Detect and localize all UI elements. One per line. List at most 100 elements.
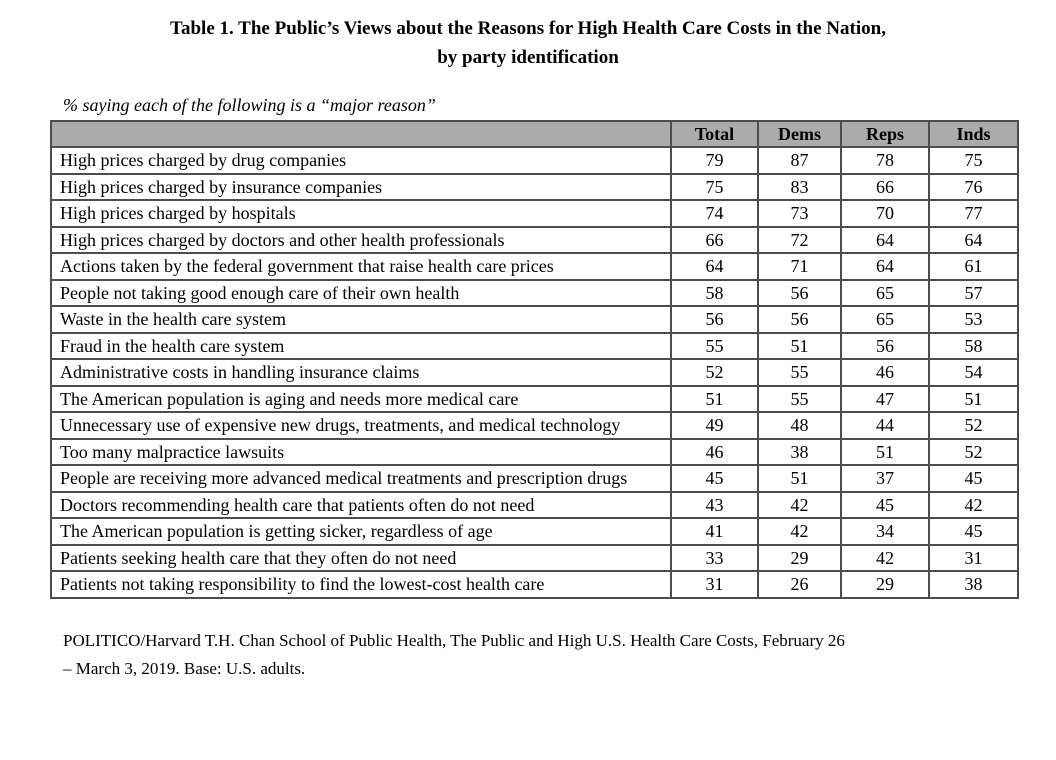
row-label: High prices charged by insurance compani…	[50, 172, 672, 202]
source-note-line1: POLITICO/Harvard T.H. Chan School of Pub…	[63, 630, 845, 650]
cell-value: 45	[840, 490, 930, 520]
row-label: Patients seeking health care that they o…	[50, 543, 672, 573]
column-header-blank	[50, 119, 672, 149]
cell-value: 75	[670, 172, 759, 202]
table-row: Too many malpractice lawsuits 46 38 51 52	[50, 437, 1019, 467]
row-label: Waste in the health care system	[50, 305, 672, 334]
cell-value: 73	[757, 199, 842, 228]
column-header-dems: Dems	[757, 119, 842, 149]
cell-value: 45	[928, 464, 1019, 493]
row-label: The American population is getting sicke…	[50, 517, 672, 546]
row-label: Actions taken by the federal government …	[50, 252, 672, 281]
cell-value: 58	[928, 331, 1019, 361]
table-row: High prices charged by drug companies 79 8…	[50, 146, 1019, 175]
source-note-line2: – March 3, 2019. Base: U.S. adults.	[63, 658, 306, 678]
cell-value: 79	[670, 146, 759, 175]
cell-value: 51	[757, 331, 842, 361]
table-row: High prices charged by insurance compani…	[50, 172, 1019, 202]
cell-value: 44	[840, 411, 930, 440]
column-header-inds: Inds	[928, 119, 1019, 149]
cell-value: 43	[670, 490, 759, 520]
cell-value: 55	[757, 384, 842, 414]
cell-value: 48	[757, 411, 842, 440]
cell-value: 42	[928, 490, 1019, 520]
cell-value: 52	[670, 358, 759, 387]
row-label: People are receiving more advanced medic…	[50, 464, 672, 493]
row-label: High prices charged by hospitals	[50, 199, 672, 228]
cell-value: 52	[928, 411, 1019, 440]
cell-value: 29	[757, 543, 842, 573]
table-title: Table 1. The Public’s Views about the Re…	[0, 0, 1056, 73]
table-row: People not taking good enough care of th…	[50, 278, 1019, 308]
row-label: Patients not taking responsibility to fi…	[50, 570, 672, 599]
table-row: The American population is getting sicke…	[50, 517, 1019, 546]
column-header-reps: Reps	[840, 119, 930, 149]
cell-value: 56	[757, 305, 842, 334]
cell-value: 64	[670, 252, 759, 281]
table-row: People are receiving more advanced medic…	[50, 464, 1019, 493]
cell-value: 55	[757, 358, 842, 387]
table-header: Total Dems Reps Inds	[50, 119, 1019, 149]
table-row: Fraud in the health care system 55 51 56 58	[50, 331, 1019, 361]
cell-value: 46	[670, 437, 759, 467]
cell-value: 66	[670, 225, 759, 255]
cell-value: 64	[840, 252, 930, 281]
cell-value: 87	[757, 146, 842, 175]
data-table: Total Dems Reps Inds High prices charged…	[50, 119, 1019, 599]
cell-value: 45	[670, 464, 759, 493]
table-title-line1: Table 1. The Public’s Views about the Re…	[170, 18, 886, 39]
cell-value: 52	[928, 437, 1019, 467]
cell-value: 45	[928, 517, 1019, 546]
cell-value: 65	[840, 278, 930, 308]
row-label: Doctors recommending health care that pa…	[50, 490, 672, 520]
table-row: Unnecessary use of expensive new drugs, …	[50, 411, 1019, 440]
cell-value: 53	[928, 305, 1019, 334]
cell-value: 51	[928, 384, 1019, 414]
cell-value: 56	[757, 278, 842, 308]
cell-value: 64	[840, 225, 930, 255]
row-label: Fraud in the health care system	[50, 331, 672, 361]
table-row: High prices charged by hospitals 74 73 70 77	[50, 199, 1019, 228]
cell-value: 29	[840, 570, 930, 599]
row-label: Unnecessary use of expensive new drugs, …	[50, 411, 672, 440]
cell-value: 46	[840, 358, 930, 387]
table-row: Doctors recommending health care that pa…	[50, 490, 1019, 520]
cell-value: 57	[928, 278, 1019, 308]
cell-value: 61	[928, 252, 1019, 281]
cell-value: 64	[928, 225, 1019, 255]
row-label: Administrative costs in handling insuran…	[50, 358, 672, 387]
cell-value: 66	[840, 172, 930, 202]
cell-value: 42	[757, 490, 842, 520]
cell-value: 74	[670, 199, 759, 228]
cell-value: 70	[840, 199, 930, 228]
table-row: Actions taken by the federal government …	[50, 252, 1019, 281]
cell-value: 37	[840, 464, 930, 493]
table-row: Patients not taking responsibility to fi…	[50, 570, 1019, 599]
row-label: High prices charged by doctors and other…	[50, 225, 672, 255]
table-row: Patients seeking health care that they o…	[50, 543, 1019, 573]
header-row: Total Dems Reps Inds	[50, 119, 1019, 149]
cell-value: 71	[757, 252, 842, 281]
cell-value: 72	[757, 225, 842, 255]
cell-value: 51	[670, 384, 759, 414]
cell-value: 42	[840, 543, 930, 573]
cell-value: 34	[840, 517, 930, 546]
cell-value: 56	[840, 331, 930, 361]
cell-value: 33	[670, 543, 759, 573]
table-subtitle: % saying each of the following is a “maj…	[63, 94, 436, 115]
cell-value: 65	[840, 305, 930, 334]
cell-value: 26	[757, 570, 842, 599]
cell-value: 83	[757, 172, 842, 202]
cell-value: 38	[757, 437, 842, 467]
cell-value: 56	[670, 305, 759, 334]
table-row: Administrative costs in handling insuran…	[50, 358, 1019, 387]
table-row: High prices charged by doctors and other…	[50, 225, 1019, 255]
row-label: The American population is aging and nee…	[50, 384, 672, 414]
cell-value: 49	[670, 411, 759, 440]
cell-value: 55	[670, 331, 759, 361]
cell-value: 42	[757, 517, 842, 546]
cell-value: 78	[840, 146, 930, 175]
table-row: The American population is aging and nee…	[50, 384, 1019, 414]
cell-value: 76	[928, 172, 1019, 202]
